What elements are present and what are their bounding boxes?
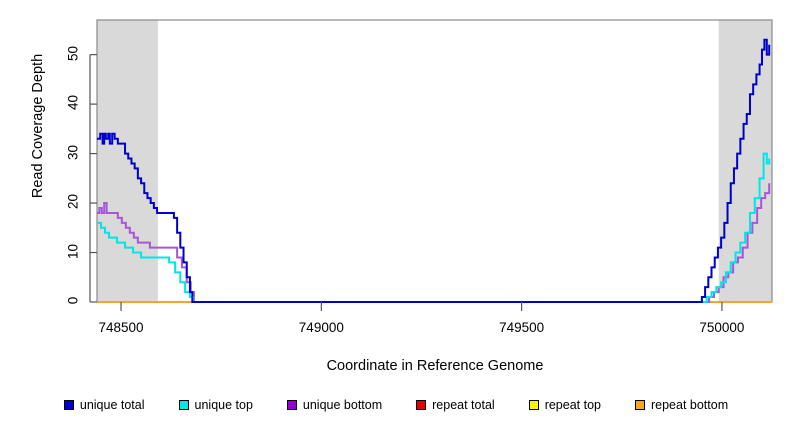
x-tick-label: 748500 [98, 320, 144, 335]
y-tick-label: 0 [65, 296, 81, 305]
legend-item: unique top [178, 398, 253, 412]
legend-item: repeat top [528, 398, 601, 412]
series-line-unique-total [97, 38, 771, 303]
y-tick-label: 40 [65, 95, 81, 111]
y-axis-title: Read Coverage Depth [30, 53, 46, 199]
plot-box-border [96, 19, 773, 303]
legend-swatch-icon [634, 400, 645, 410]
legend-item: unique total [63, 398, 145, 412]
legend-label: unique top [194, 398, 253, 412]
series-line-unique-bottom [97, 183, 771, 303]
y-tick-label: 50 [65, 45, 81, 61]
legend-label: repeat total [432, 398, 495, 412]
legend-swatch-icon [63, 400, 74, 410]
legend-swatch-icon [416, 400, 427, 410]
y-tick-label: 10 [65, 243, 81, 259]
legend-item: repeat total [416, 398, 495, 412]
y-tick-label: 20 [65, 194, 81, 210]
legend-swatch-icon [528, 400, 539, 410]
legend-swatch-icon [286, 400, 297, 410]
legend-label: repeat top [544, 398, 601, 412]
left-repeat-region [97, 20, 158, 302]
legend-item: unique bottom [286, 398, 383, 412]
x-axis-title: Coordinate in Reference Genome [326, 358, 544, 374]
legend-item: repeat bottom [634, 398, 729, 412]
y-tick-label: 30 [65, 144, 81, 160]
chart-legend: unique total unique top unique bottom repea… [0, 398, 792, 412]
legend-label: unique total [79, 398, 145, 412]
x-tick-label: 749500 [499, 320, 545, 335]
legend-swatch-icon [178, 400, 189, 410]
legend-label: repeat bottom [650, 398, 729, 412]
series-line-unique-top [97, 152, 771, 303]
x-tick-label: 749000 [298, 320, 344, 335]
x-tick-label: 750000 [699, 320, 745, 335]
legend-label: unique bottom [302, 398, 383, 412]
